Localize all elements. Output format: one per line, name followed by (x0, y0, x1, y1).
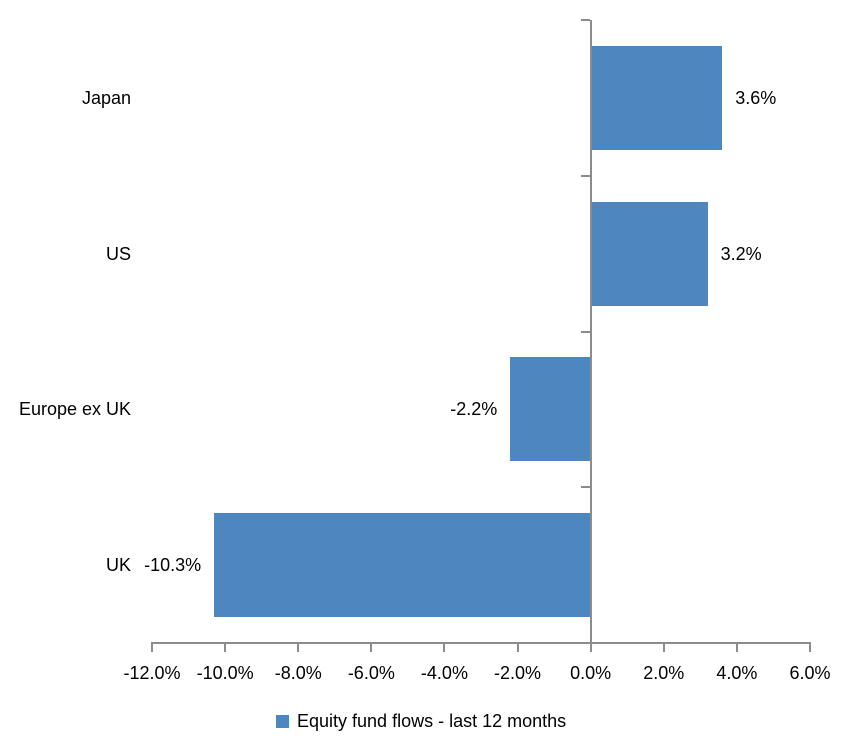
data-label-europe-ex-uk: -2.2% (450, 399, 498, 420)
x-axis-tick (370, 643, 373, 652)
y-axis-tick (580, 174, 590, 177)
x-tick-label: -12.0% (123, 663, 181, 683)
x-axis-tick (662, 643, 665, 652)
y-axis-tick (580, 19, 590, 21)
data-label-uk: -10.3% (144, 555, 202, 576)
x-tick-label: 4.0% (716, 663, 758, 683)
y-axis-line (589, 20, 592, 652)
x-axis-line (151, 642, 811, 644)
legend-marker-icon (276, 714, 289, 728)
y-axis-tick (580, 486, 590, 489)
category-label-us: US (105, 243, 131, 264)
legend: Equity fund flows - last 12 months (276, 710, 566, 732)
category-label-japan: Japan (81, 87, 131, 108)
x-tick-label: -2.0% (494, 663, 542, 683)
category-label-uk: UK (105, 555, 131, 576)
data-label-us: 3.2% (720, 243, 762, 264)
category-label-europe-ex-uk: Europe ex UK (18, 399, 131, 420)
x-tick-label: -4.0% (420, 663, 468, 683)
x-axis-tick (224, 643, 227, 652)
legend-label: Equity fund flows - last 12 months (297, 711, 567, 731)
x-axis-tick (151, 643, 153, 652)
x-tick-label: 6.0% (789, 663, 831, 683)
x-tick-label: -6.0% (347, 663, 395, 683)
bar-europe-ex-uk (510, 357, 591, 462)
x-axis-tick (516, 643, 519, 652)
bar-uk (214, 513, 591, 618)
x-tick-label: 2.0% (643, 663, 685, 683)
x-axis-tick (735, 643, 738, 652)
bar-us (590, 201, 708, 306)
x-tick-label: -8.0% (274, 663, 322, 683)
x-tick-label: -10.0% (196, 663, 254, 683)
x-axis-tick (443, 643, 446, 652)
x-axis-tick (809, 643, 811, 652)
bar-japan (590, 45, 723, 150)
y-axis-tick (580, 330, 590, 333)
x-tick-label: 0.0% (570, 663, 612, 683)
x-axis-tick (297, 643, 300, 652)
data-label-japan: 3.6% (735, 87, 777, 108)
